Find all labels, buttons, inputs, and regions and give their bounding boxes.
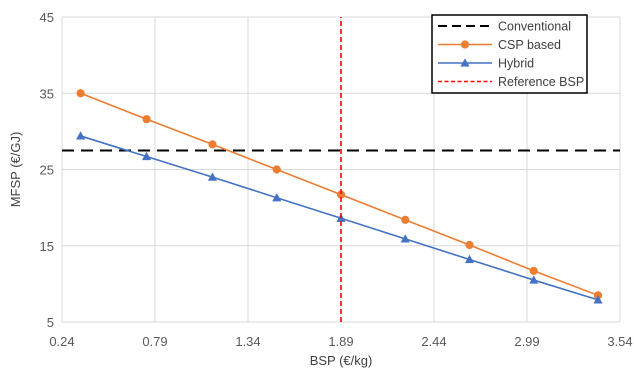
x-tick-label: 0.79 (142, 334, 167, 349)
legend-label-csp-based: CSP based (498, 38, 561, 52)
y-tick-label: 5 (47, 315, 54, 330)
data-point-csp-based (272, 165, 281, 174)
y-tick-label: 25 (40, 163, 54, 178)
data-point-csp-based (401, 215, 410, 224)
x-axis-title: BSP (€/kg) (310, 353, 373, 368)
series-layer (62, 17, 620, 322)
x-tick-label: 2.99 (514, 334, 539, 349)
data-point-csp-based (76, 89, 85, 98)
x-tick-label: 1.34 (235, 334, 260, 349)
legend-marker-csp-based (460, 40, 470, 49)
legend-label-hybrid: Hybrid (498, 57, 534, 71)
data-point-hybrid (593, 295, 603, 304)
y-tick-label: 15 (40, 239, 54, 254)
y-tick-label: 35 (40, 86, 54, 101)
legend-marker-hybrid (460, 58, 470, 67)
x-tick-labels: 0.24 0.79 1.34 1.89 2.44 2.99 3.54 (49, 334, 632, 349)
data-point-hybrid (400, 234, 410, 243)
legend: Conventional CSP based Hybrid Reference BSP (431, 14, 588, 94)
x-tick-label: 1.89 (328, 334, 353, 349)
data-point-hybrid (529, 275, 539, 284)
data-point-csp-based (529, 266, 538, 276)
y-tick-label: 45 (40, 10, 54, 25)
data-point-hybrid (75, 131, 86, 140)
legend-label-conventional: Conventional (498, 20, 571, 34)
series-csp-based (76, 89, 603, 300)
data-point-csp-based (142, 115, 151, 124)
x-tick-label: 3.54 (607, 334, 632, 349)
legend-box (431, 14, 588, 94)
data-point-csp-based (208, 140, 217, 149)
x-tick-label: 0.24 (49, 334, 74, 349)
y-tick-labels: 5 15 25 35 45 (40, 10, 54, 330)
legend-label-reference-bsp: Reference BSP (498, 75, 584, 89)
data-point-hybrid (272, 192, 282, 202)
data-point-hybrid (207, 172, 218, 181)
data-point-hybrid (464, 254, 475, 264)
y-axis-title: MFSP (€/GJ) (8, 132, 23, 208)
x-tick-label: 2.44 (421, 334, 446, 349)
data-point-csp-based (465, 240, 474, 250)
data-point-hybrid (141, 151, 152, 161)
